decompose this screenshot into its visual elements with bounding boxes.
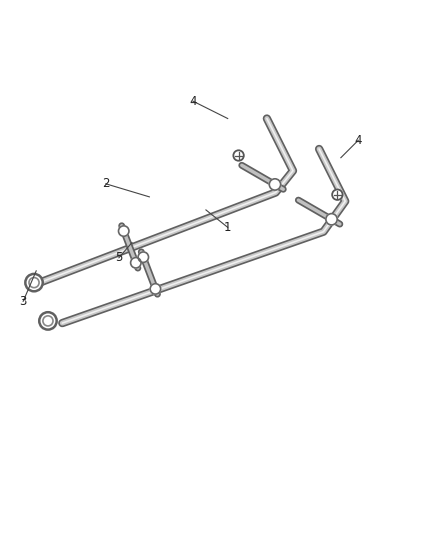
- Text: 4: 4: [189, 95, 197, 108]
- Text: 1: 1: [224, 221, 231, 234]
- Circle shape: [119, 226, 129, 236]
- Circle shape: [332, 189, 343, 200]
- Circle shape: [39, 312, 57, 329]
- Circle shape: [150, 284, 161, 294]
- Circle shape: [138, 252, 148, 262]
- Text: 5: 5: [115, 251, 123, 264]
- Text: 3: 3: [19, 295, 27, 308]
- Text: 2: 2: [102, 177, 110, 190]
- Circle shape: [25, 274, 43, 292]
- Text: 4: 4: [354, 134, 362, 147]
- Circle shape: [269, 179, 281, 190]
- Circle shape: [326, 214, 337, 225]
- Circle shape: [233, 150, 244, 161]
- Circle shape: [131, 257, 141, 268]
